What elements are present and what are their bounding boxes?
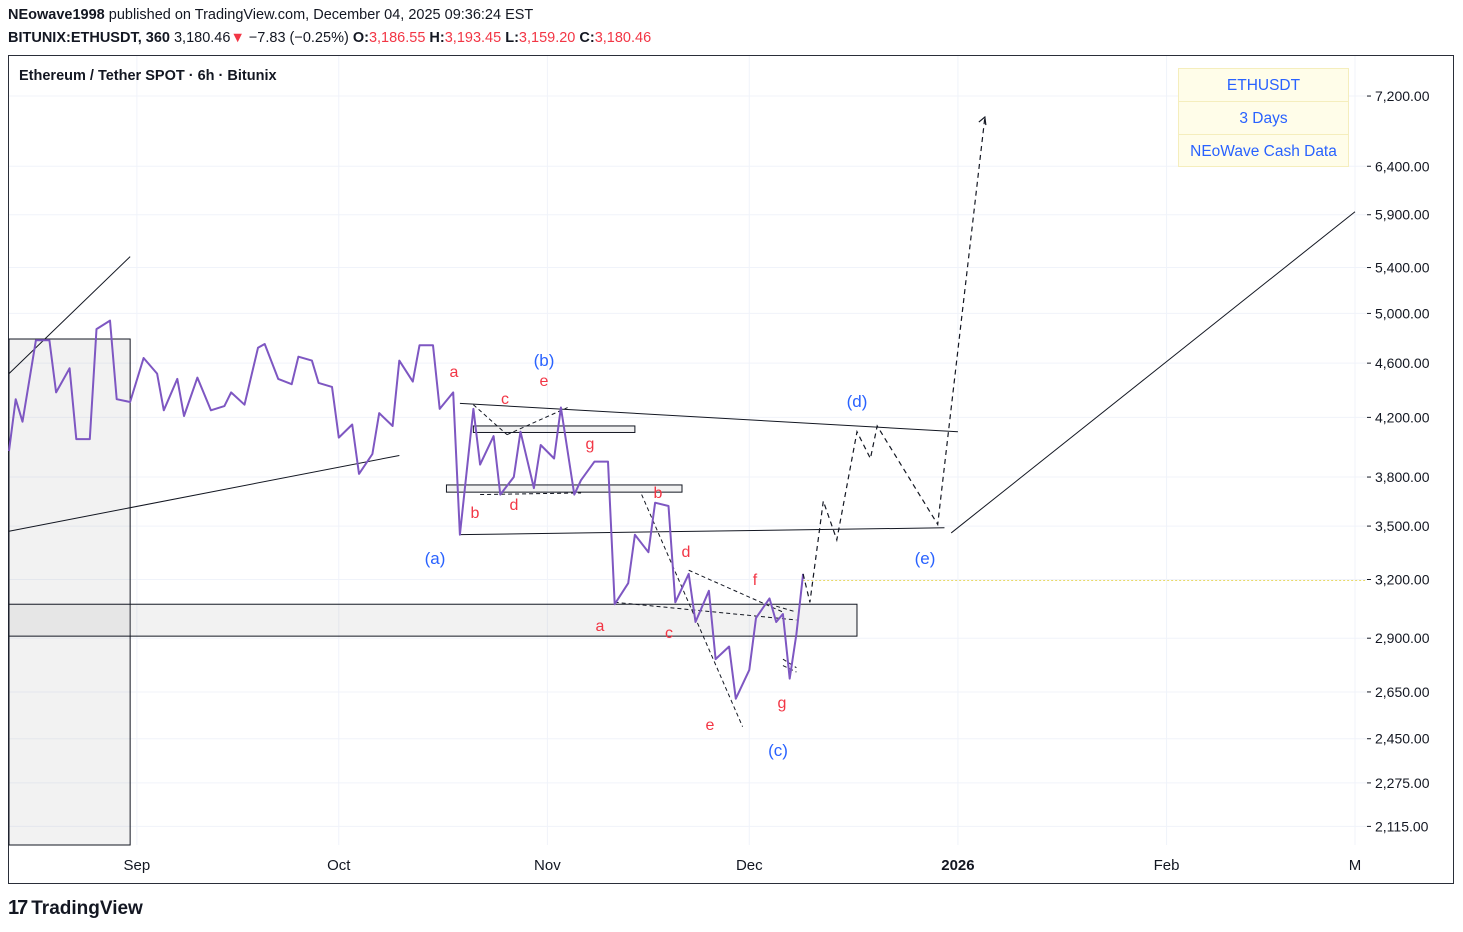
tradingview-logo[interactable]: 17 TradingView — [8, 897, 143, 920]
x-tick-label: Feb — [1154, 857, 1180, 874]
zone-rect-3 — [445, 484, 683, 493]
x-tick-label: Dec — [736, 857, 763, 874]
wave-label-d-14: d — [682, 544, 691, 561]
x-tick-label: M — [1349, 857, 1362, 874]
y-tick-label: 4,200.00 — [1375, 409, 1430, 425]
y-tick-label: 3,500.00 — [1375, 518, 1430, 534]
wave-label-g-17: g — [778, 695, 787, 712]
guide-dashed-3 — [614, 601, 797, 621]
price-series-line — [8, 319, 805, 700]
open-label: O: — [352, 30, 369, 46]
guide-dashed-6 — [782, 665, 797, 673]
high-label: H: — [429, 30, 445, 46]
x-tick-label: Nov — [534, 857, 561, 874]
wave-label-e-4: (e) — [915, 549, 936, 568]
wave-label-b-12: b — [654, 485, 663, 502]
guide-dashed-4 — [641, 494, 744, 727]
wave-label-c-7: c — [501, 391, 509, 408]
legend-symbol: ETHUSDT — [1179, 69, 1348, 102]
trendline-0 — [8, 256, 131, 374]
chart-title: Ethereum / Tether SPOT · 6h · Bitunix — [19, 68, 277, 84]
wave-label-d-3: (d) — [847, 392, 868, 411]
trendline-2 — [459, 402, 958, 433]
wave-label-c-13: c — [665, 625, 673, 642]
zone-rect-2 — [472, 425, 636, 433]
y-tick-label: 2,900.00 — [1375, 630, 1430, 646]
close-value: 3,180.46 — [594, 30, 652, 46]
y-tick-label: 2,275.00 — [1375, 775, 1430, 791]
legend-box: ETHUSDT 3 Days NEoWave Cash Data — [1178, 68, 1349, 167]
wave-label-g-10: g — [586, 436, 595, 453]
legend-timeframe: 3 Days — [1179, 102, 1348, 135]
wave-label-a-11: a — [596, 618, 605, 635]
x-tick-label: Sep — [124, 857, 151, 874]
y-tick-label: 5,400.00 — [1375, 260, 1430, 276]
wave-label-e-9: e — [540, 373, 549, 390]
wave-label-e-15: e — [706, 717, 715, 734]
zone-rect-1 — [8, 603, 858, 637]
open-value: 3,186.55 — [368, 30, 426, 46]
tradingview-logo-icon: 17 — [8, 897, 28, 919]
y-tick-label: 2,650.00 — [1375, 684, 1430, 700]
high-value: 3,193.45 — [444, 30, 502, 46]
low-label: L: — [505, 30, 519, 46]
guide-dashed-5 — [688, 569, 784, 613]
guide-dashed-2 — [480, 492, 582, 496]
author-name[interactable]: NEowave1998 — [8, 7, 105, 23]
y-tick-label: 3,800.00 — [1375, 469, 1430, 485]
projection-arrow-icon — [978, 115, 987, 126]
wave-label-f-16: f — [753, 572, 758, 589]
wave-label-b-1: (b) — [534, 351, 555, 370]
wave-label-c-2: (c) — [768, 741, 788, 760]
y-tick-label: 7,200.00 — [1375, 88, 1430, 104]
ohlc-line: BITUNIX:ETHUSDT, 360 3,180.46▼ −7.83 (−0… — [8, 30, 651, 46]
trendline-3 — [459, 527, 945, 536]
symbol-label: BITUNIX:ETHUSDT, 360 — [8, 30, 170, 46]
publish-info: NEowave1998 published on TradingView.com… — [8, 7, 533, 23]
legend-source: NEoWave Cash Data — [1190, 143, 1337, 160]
guide-dashed-0 — [473, 404, 508, 436]
published-text: published on TradingView.com, December 0… — [108, 7, 534, 23]
wave-label-a-0: (a) — [425, 549, 446, 568]
y-tick-label: 6,400.00 — [1375, 158, 1430, 174]
close-label: C: — [579, 30, 595, 46]
guide-dashed-8 — [776, 605, 797, 613]
trendline-4 — [950, 211, 1356, 534]
down-arrow-icon: ▼ — [230, 30, 245, 46]
price-change: −7.83 (−0.25%) — [248, 30, 349, 46]
y-tick-label: 4,600.00 — [1375, 355, 1430, 371]
wave-label-d-8: d — [510, 497, 519, 514]
wave-label-a-5: a — [450, 364, 459, 381]
y-tick-label: 2,450.00 — [1375, 731, 1430, 747]
y-tick-label: 5,000.00 — [1375, 305, 1430, 321]
guide-dashed-7 — [782, 658, 797, 669]
last-price: 3,180.46 — [173, 30, 231, 46]
trendline-1 — [8, 454, 400, 532]
tradingview-logo-text: TradingView — [31, 897, 143, 919]
projection-path — [802, 117, 986, 603]
y-tick-label: 2,115.00 — [1375, 818, 1429, 834]
y-tick-label: 5,900.00 — [1375, 207, 1430, 223]
x-tick-label: 2026 — [941, 857, 974, 874]
y-tick-label: 3,200.00 — [1375, 572, 1430, 588]
zone-rect-0 — [8, 338, 131, 846]
x-tick-label: Oct — [327, 857, 351, 874]
wave-label-b-6: b — [471, 505, 480, 522]
low-value: 3,159.20 — [518, 30, 576, 46]
